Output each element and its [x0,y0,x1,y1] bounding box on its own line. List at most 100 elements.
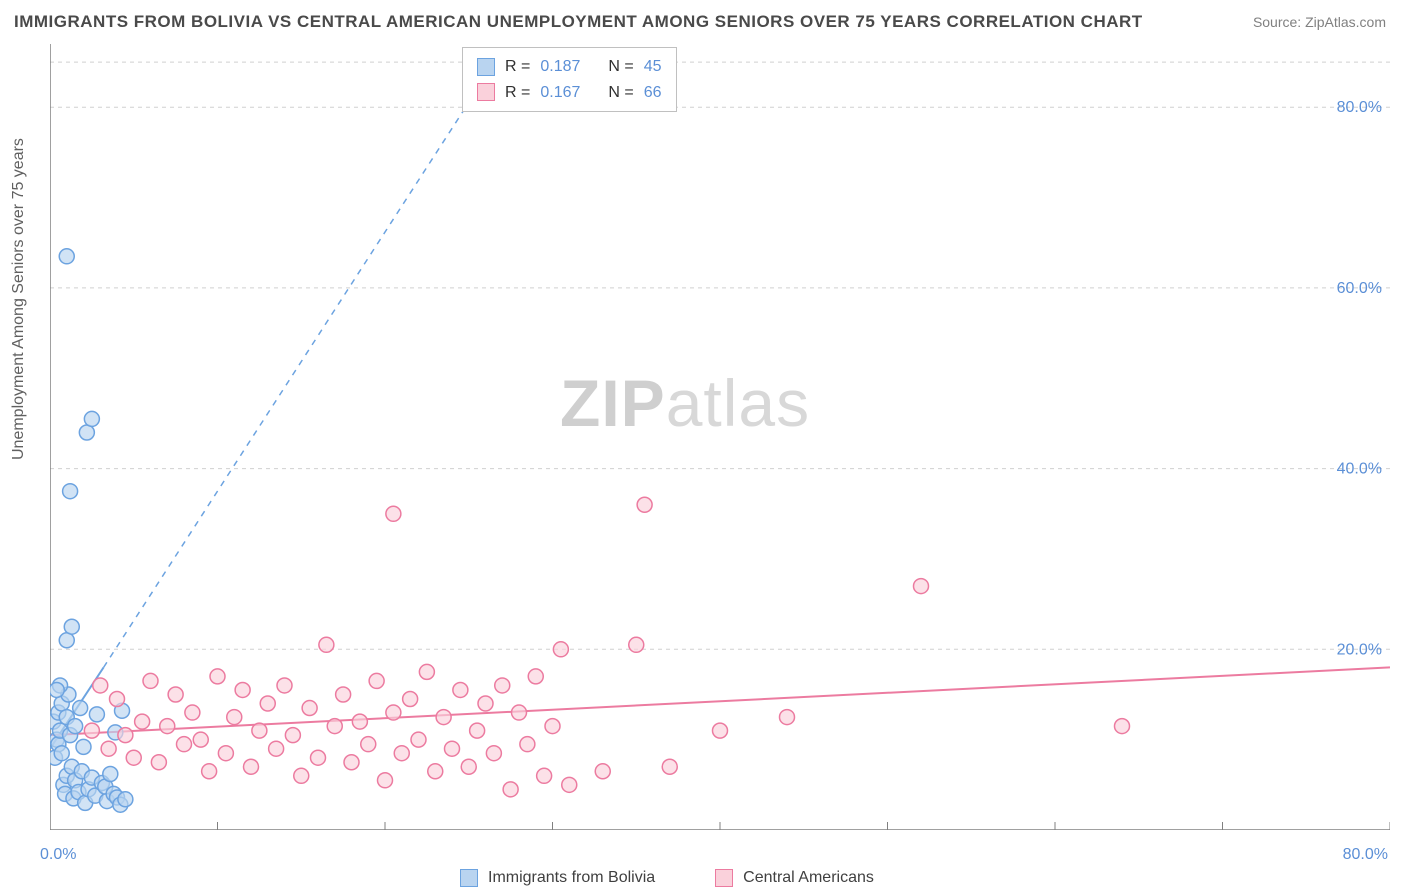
data-point [386,705,401,720]
data-point [59,633,74,648]
source-label: Source: [1253,14,1301,30]
data-point [378,773,393,788]
data-point [185,705,200,720]
data-point [461,759,476,774]
data-point [64,619,79,634]
data-point [302,701,317,716]
data-point [1115,719,1130,734]
data-point [478,696,493,711]
data-point [713,723,728,738]
trend-line-dashed [104,44,507,667]
data-point [453,682,468,697]
data-point [352,714,367,729]
data-point [143,673,158,688]
data-point [260,696,275,711]
data-point [59,249,74,264]
data-point [73,701,88,716]
data-point [319,637,334,652]
data-point [89,707,104,722]
data-point [327,719,342,734]
data-point [277,678,292,693]
data-point [103,766,118,781]
legend-swatch [715,869,733,887]
legend-R-label: R = [505,54,530,80]
data-point [486,746,501,761]
data-point [285,728,300,743]
data-point [227,710,242,725]
data-point [361,737,376,752]
data-point [210,669,225,684]
data-point [394,746,409,761]
y-tick-label: 80.0% [1337,99,1382,116]
data-point [528,669,543,684]
data-point [520,737,535,752]
data-point [68,719,83,734]
legend-swatch [460,869,478,887]
data-point [503,782,518,797]
data-point [537,768,552,783]
chart-svg: 20.0% 40.0% 60.0% 80.0% [50,44,1390,830]
data-point [369,673,384,688]
y-axis-label: Unemployment Among Seniors over 75 years [10,138,28,460]
data-point [202,764,217,779]
legend-series-name: Central Americans [743,869,874,887]
data-point [252,723,267,738]
data-point [595,764,610,779]
data-point [151,755,166,770]
scatter-chart: 20.0% 40.0% 60.0% 80.0% [50,44,1390,830]
data-point [336,687,351,702]
legend-bottom: Immigrants from Bolivia Central Americans [460,869,874,887]
source-value: ZipAtlas.com [1305,14,1386,30]
data-point [101,741,116,756]
data-point [403,692,418,707]
chart-title: IMMIGRANTS FROM BOLIVIA VS CENTRAL AMERI… [14,12,1143,32]
y-tick-label: 60.0% [1337,280,1382,297]
legend-N-label: N = [608,54,633,80]
legend-stat-row: R =0.187N =45 [477,54,662,80]
y-tick-label: 20.0% [1337,641,1382,658]
x-max-label: 80.0% [1343,846,1388,864]
legend-stats-box: R =0.187N =45R =0.167N =66 [462,47,677,112]
data-point [269,741,284,756]
x-origin-label: 0.0% [40,846,76,864]
legend-swatch [477,83,495,101]
legend-item: Central Americans [715,869,874,887]
data-point [135,714,150,729]
legend-R-label: R = [505,80,530,106]
data-point [118,728,133,743]
data-point [553,642,568,657]
legend-N-value: 66 [644,80,662,106]
data-point [386,506,401,521]
data-point [637,497,652,512]
legend-series-name: Immigrants from Bolivia [488,869,655,887]
data-point [411,732,426,747]
data-point [54,746,69,761]
data-point [445,741,460,756]
legend-R-value: 0.167 [540,80,580,106]
source-attribution: Source: ZipAtlas.com [1253,14,1386,30]
data-point [470,723,485,738]
data-point [545,719,560,734]
data-point [428,764,443,779]
data-point [294,768,309,783]
data-point [914,579,929,594]
data-point [419,664,434,679]
data-point [244,759,259,774]
legend-swatch [477,58,495,76]
legend-item: Immigrants from Bolivia [460,869,655,887]
data-point [168,687,183,702]
y-tick-label: 40.0% [1337,461,1382,478]
legend-stat-row: R = 0.167 N = 66 [477,80,662,106]
data-point [63,484,78,499]
legend-N-label: N = [608,80,633,106]
data-point [93,678,108,693]
data-point [84,723,99,738]
data-point [160,719,175,734]
data-point [495,678,510,693]
data-point [218,746,233,761]
data-point [562,777,577,792]
data-point [344,755,359,770]
legend-N-value: 45 [644,54,662,80]
data-point [76,739,91,754]
data-point [110,692,125,707]
